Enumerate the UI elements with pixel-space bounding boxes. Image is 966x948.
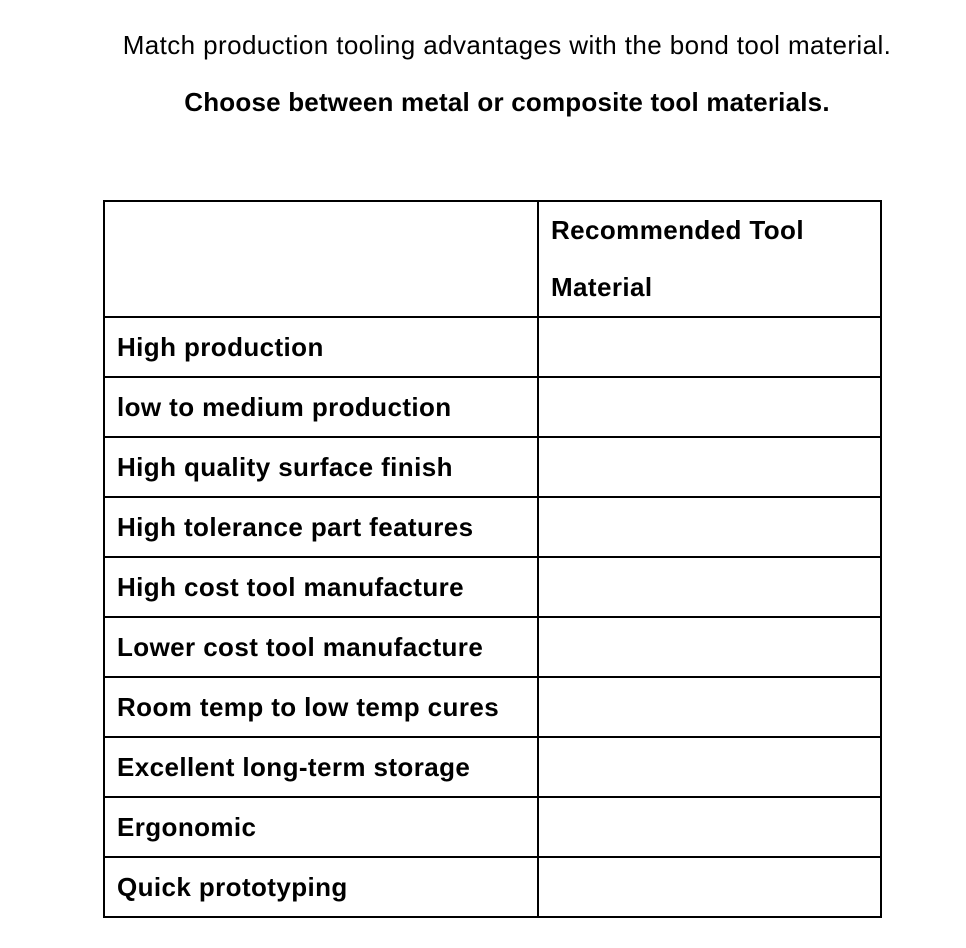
advantage-label-cell: Lower cost tool manufacture — [103, 616, 539, 678]
answer-cell[interactable] — [537, 676, 882, 738]
advantage-label-cell: High production — [103, 316, 539, 378]
table-header-row: Recommended Tool Material — [103, 200, 882, 318]
table-row: Quick prototyping — [103, 856, 882, 918]
advantage-label-cell: low to medium production — [103, 376, 539, 438]
page-subtitle: Choose between metal or composite tool m… — [184, 87, 830, 117]
advantage-label-cell: High tolerance part features — [103, 496, 539, 558]
answer-cell[interactable] — [537, 736, 882, 798]
table-row: Lower cost tool manufacture — [103, 616, 882, 678]
table-row: Excellent long-term storage — [103, 736, 882, 798]
answer-cell[interactable] — [537, 376, 882, 438]
table-row: High tolerance part features — [103, 496, 882, 558]
advantage-label-cell: Excellent long-term storage — [103, 736, 539, 798]
answer-cell[interactable] — [537, 316, 882, 378]
advantage-label-cell: Ergonomic — [103, 796, 539, 858]
answer-cell[interactable] — [537, 796, 882, 858]
answer-cell[interactable] — [537, 556, 882, 618]
matching-table: Recommended Tool Material High productio… — [103, 200, 882, 918]
table-row: low to medium production — [103, 376, 882, 438]
advantage-label-cell: High cost tool manufacture — [103, 556, 539, 618]
table-row: Room temp to low temp cures — [103, 676, 882, 738]
blank-header-cell — [103, 200, 539, 318]
table-row: High cost tool manufacture — [103, 556, 882, 618]
table-row: High production — [103, 316, 882, 378]
advantage-label-cell: Quick prototyping — [103, 856, 539, 918]
document-page: Match production tooling advantages with… — [0, 0, 966, 918]
answer-cell[interactable] — [537, 856, 882, 918]
recommended-tool-material-header: Recommended Tool Material — [537, 200, 882, 318]
advantage-label-cell: High quality surface finish — [103, 436, 539, 498]
answer-cell[interactable] — [537, 616, 882, 678]
advantage-label-cell: Room temp to low temp cures — [103, 676, 539, 738]
instructions-block: Match production tooling advantages with… — [0, 0, 966, 118]
page-title: Match production tooling advantages with… — [122, 30, 892, 60]
answer-cell[interactable] — [537, 496, 882, 558]
table-row: Ergonomic — [103, 796, 882, 858]
table-row: High quality surface finish — [103, 436, 882, 498]
answer-cell[interactable] — [537, 436, 882, 498]
